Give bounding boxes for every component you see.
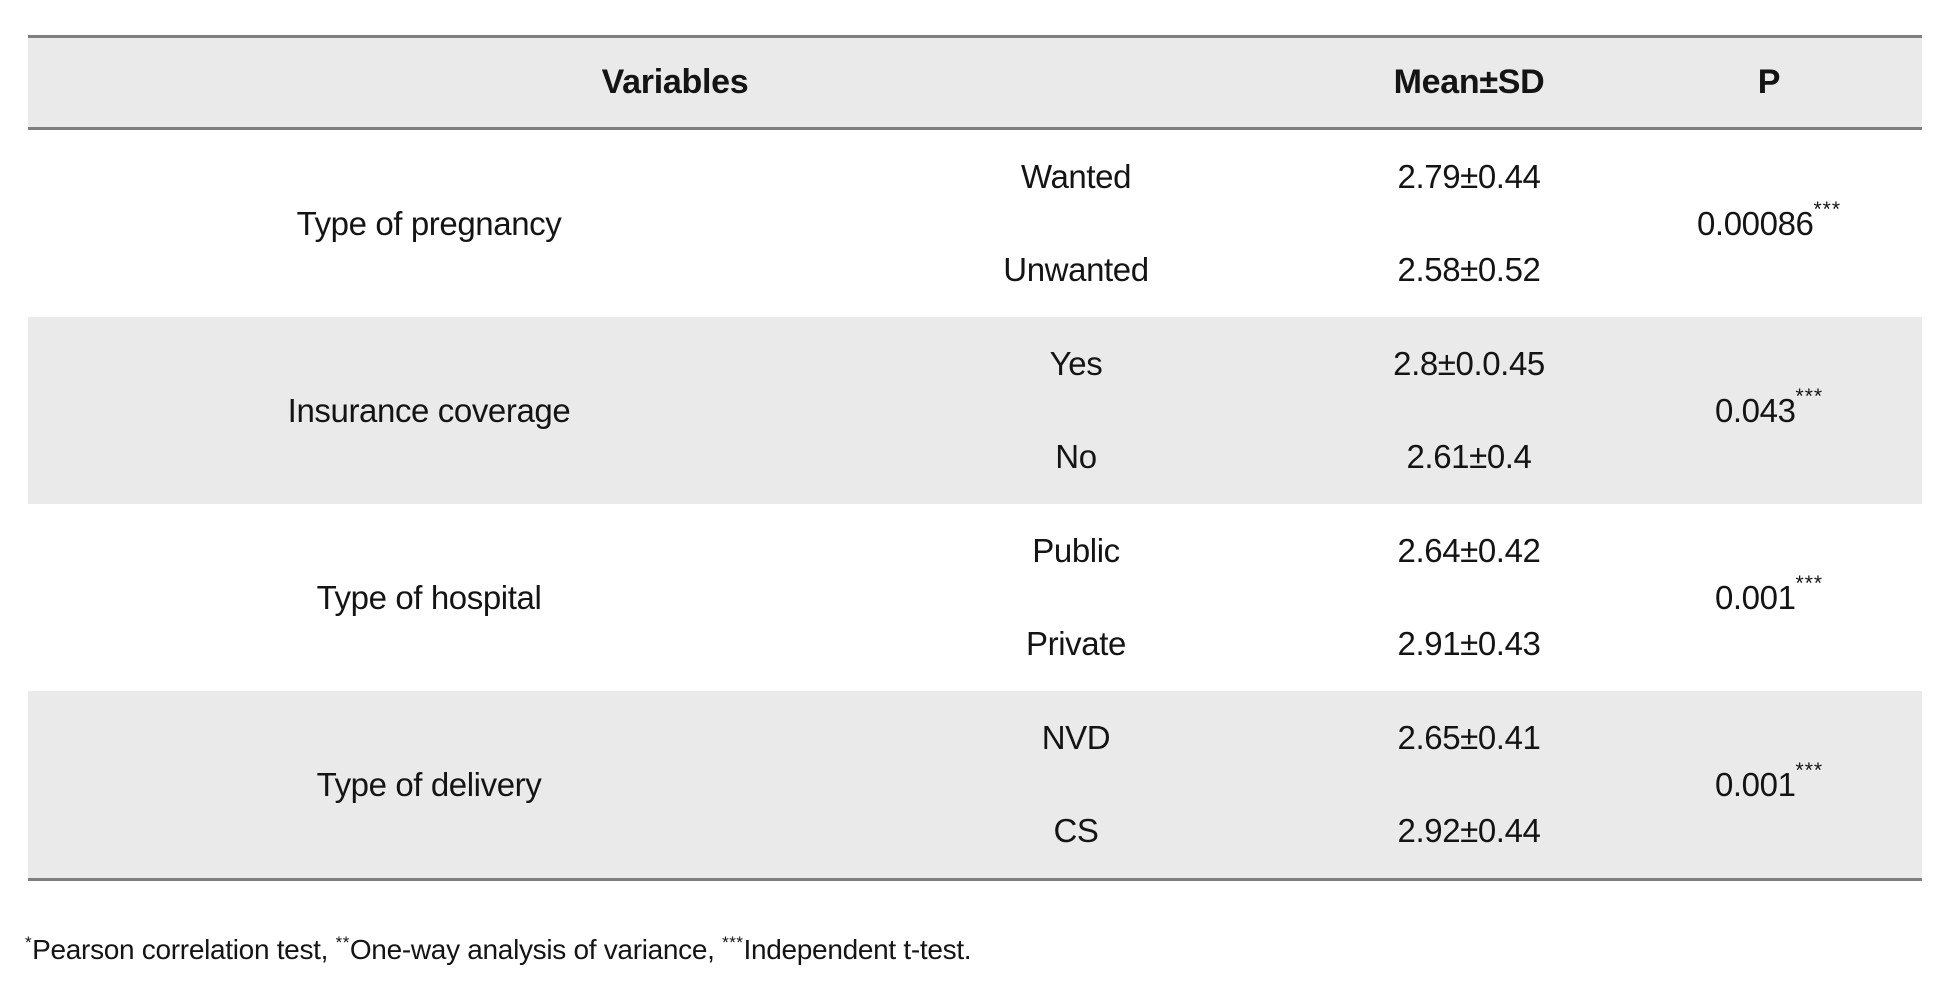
p-value: 0.00086 (1696, 204, 1814, 242)
mean-sd-cell: 2.65±0.41 (1397, 718, 1541, 756)
table-header-row: Variables Mean±SD P (28, 35, 1922, 130)
mean-sd-cell: 2.92±0.44 (1397, 812, 1541, 850)
footnote-text: Independent t-test. (743, 934, 972, 965)
mean-sd-cell: 2.79±0.44 (1397, 157, 1541, 195)
column-header-variables: Variables (601, 63, 749, 101)
category-cell: NVD (1041, 718, 1111, 756)
p-value-cell: 0.001 *** (1714, 758, 1824, 803)
p-value-cell: 0.001 *** (1714, 571, 1824, 616)
variable-name: Insurance coverage (287, 391, 571, 429)
statistics-table: Variables Mean±SD P Type of pregnancy Wa… (28, 35, 1922, 881)
mean-sd-cell: 2.91±0.43 (1397, 625, 1541, 663)
variable-group-type-of-pregnancy: Type of pregnancy Wanted 2.79±0.44 Unwan… (28, 130, 1922, 317)
column-header-mean-sd: Mean±SD (1393, 63, 1545, 101)
category-cell: No (1055, 438, 1097, 476)
footnote-asterisk: ** (335, 933, 350, 952)
column-header-p: P (1757, 63, 1781, 101)
category-cell: Public (1032, 531, 1120, 569)
p-value-cell: 0.00086 *** (1696, 197, 1842, 242)
footnote-asterisk: *** (722, 933, 744, 952)
variable-name: Type of pregnancy (296, 204, 562, 242)
category-cell: Yes (1049, 344, 1103, 382)
variable-group-type-of-hospital: Type of hospital Public 2.64±0.42 Privat… (28, 504, 1922, 691)
table-footnote: *Pearson correlation test, **One-way ana… (25, 933, 972, 966)
mean-sd-cell: 2.8±0.0.45 (1393, 344, 1545, 382)
p-value: 0.001 (1714, 578, 1796, 616)
variable-group-type-of-delivery: Type of delivery NVD 2.65±0.41 CS 2.92±0… (28, 691, 1922, 881)
mean-sd-cell: 2.61±0.4 (1406, 438, 1532, 476)
mean-sd-cell: 2.64±0.42 (1397, 531, 1541, 569)
footnote-asterisk: * (25, 933, 33, 952)
category-cell: Unwanted (1003, 251, 1149, 289)
p-value-cell: 0.043 *** (1714, 384, 1824, 429)
category-cell: Private (1026, 625, 1126, 663)
mean-sd-cell: 2.58±0.52 (1397, 251, 1541, 289)
category-cell: Wanted (1020, 157, 1132, 195)
category-cell: CS (1053, 812, 1099, 850)
variable-name: Type of delivery (316, 765, 542, 803)
p-value: 0.001 (1714, 765, 1796, 803)
variable-name: Type of hospital (316, 578, 542, 616)
footnote-text: One-way analysis of variance, (349, 934, 723, 965)
variable-group-insurance-coverage: Insurance coverage Yes 2.8±0.0.45 No 2.6… (28, 317, 1922, 504)
footnote-text: Pearson correlation test, (32, 934, 336, 965)
p-value: 0.043 (1714, 391, 1796, 429)
